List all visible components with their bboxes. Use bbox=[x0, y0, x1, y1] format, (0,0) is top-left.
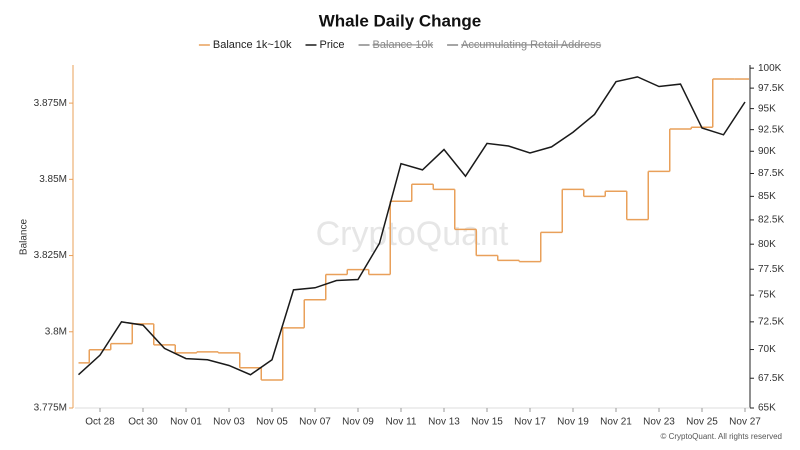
legend-label: Balance 1k~10k bbox=[213, 39, 292, 51]
y2-tick-label: 97.5K bbox=[758, 83, 784, 94]
x-tick-label: Nov 19 bbox=[557, 417, 589, 428]
y2-tick-label: 95K bbox=[758, 103, 776, 114]
x-tick-label: Nov 01 bbox=[170, 417, 202, 428]
y2-tick-label: 100K bbox=[758, 63, 782, 74]
x-tick-label: Nov 15 bbox=[471, 417, 503, 428]
legend-label: Balance 10k bbox=[373, 39, 434, 51]
y2-tick-label: 85K bbox=[758, 191, 776, 202]
y-tick-label: 3.85M bbox=[39, 174, 67, 185]
y2-tick-label: 65K bbox=[758, 403, 776, 414]
legend-label: Accumulating Retail Address bbox=[461, 39, 602, 51]
watermark: CryptoQuant bbox=[316, 215, 509, 253]
y2-tick-label: 90K bbox=[758, 146, 776, 157]
y-tick-label: 3.8M bbox=[45, 326, 67, 337]
y2-tick-label: 67.5K bbox=[758, 373, 784, 384]
footer: © CryptoQuant. All rights reserved bbox=[661, 432, 783, 441]
x-tick-label: Nov 13 bbox=[428, 417, 460, 428]
x-tick-label: Nov 25 bbox=[686, 417, 718, 428]
x-tick-label: Nov 07 bbox=[299, 417, 331, 428]
x-tick-label: Oct 28 bbox=[85, 417, 115, 428]
y-tick-label: 3.875M bbox=[34, 98, 67, 109]
y-tick-label: 3.775M bbox=[34, 403, 67, 414]
y2-tick-label: 77.5K bbox=[758, 264, 784, 275]
x-tick-label: Nov 11 bbox=[386, 417, 417, 428]
y-axis-label: Balance bbox=[19, 218, 30, 255]
x-tick-label: Nov 17 bbox=[514, 417, 546, 428]
y2-tick-label: 75K bbox=[758, 290, 776, 301]
price-line bbox=[77, 76, 746, 376]
legend-label: Price bbox=[319, 39, 344, 51]
x-tick-label: Nov 09 bbox=[342, 417, 374, 428]
x-tick-label: Nov 27 bbox=[729, 417, 761, 428]
y2-tick-label: 80K bbox=[758, 239, 776, 250]
x-tick-label: Nov 03 bbox=[213, 417, 245, 428]
chart-title: Whale Daily Change bbox=[319, 11, 481, 30]
x-tick-label: Nov 05 bbox=[256, 417, 288, 428]
x-tick-label: Nov 21 bbox=[600, 417, 632, 428]
y-tick-label: 3.825M bbox=[34, 250, 67, 261]
y2-tick-label: 70K bbox=[758, 344, 776, 355]
x-tick-label: Oct 30 bbox=[128, 417, 158, 428]
y2-tick-label: 82.5K bbox=[758, 215, 784, 226]
y2-tick-label: 87.5K bbox=[758, 168, 784, 179]
y2-tick-label: 92.5K bbox=[758, 124, 784, 135]
x-tick-label: Nov 23 bbox=[643, 417, 675, 428]
y2-tick-label: 72.5K bbox=[758, 316, 784, 327]
